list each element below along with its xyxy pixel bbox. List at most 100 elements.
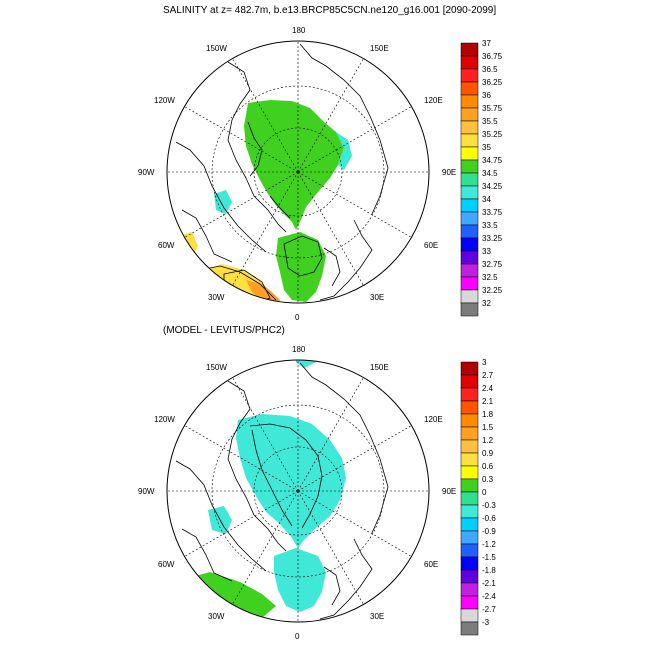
top-colorbar-swatch-19	[460, 289, 479, 304]
bottom-lon-180: 180	[292, 345, 306, 354]
bottom-lon-150w: 150W	[206, 363, 227, 372]
bottom-colorbar-swatch-2	[460, 387, 479, 402]
bottom-colorbar-swatch-17	[460, 582, 479, 597]
top-colorbar-swatch-7	[460, 133, 479, 148]
top-colorbar-swatch-0	[460, 42, 479, 57]
bottom-colorbar-swatch-1	[460, 374, 479, 389]
bottom-colorbar-label-8: 0.6	[482, 462, 494, 471]
top-nordic-sea-fill	[276, 232, 326, 302]
bottom-colorbar-swatch-9	[460, 478, 479, 493]
top-lon-120e: 120E	[424, 96, 443, 105]
top-colorbar-swatch-12	[460, 198, 479, 213]
bottom-colorbar-label-15: -1.5	[482, 553, 496, 562]
top-lon-30w: 30W	[208, 293, 225, 302]
top-colorbar-label-14: 33.5	[482, 221, 498, 230]
bottom-colorbar-label-13: -0.9	[482, 527, 496, 536]
top-colorbar-label-9: 34.75	[482, 156, 503, 165]
top-colorbar-swatch-13	[460, 211, 479, 226]
bottom-colorbar-label-11: -0.3	[482, 501, 496, 510]
bottom-colorbar-label-12: -0.6	[482, 514, 496, 523]
bottom-colorbar-swatch-11	[460, 504, 479, 519]
top-colorbar-label-17: 32.75	[482, 260, 503, 269]
bottom-colorbar-swatch-0	[460, 361, 479, 376]
top-colorbar-swatch-9	[460, 159, 479, 174]
bottom-colorbar-swatch-4	[460, 413, 479, 428]
top-colorbar-swatch-1	[460, 55, 479, 70]
top-colorbar-swatch-15	[460, 237, 479, 252]
bottom-polar-map	[166, 359, 430, 623]
top-east-edge-cyan	[336, 132, 352, 170]
top-colorbar-swatch-3	[460, 81, 479, 96]
top-colorbar-swatch-11	[460, 185, 479, 200]
bottom-colorbar-swatch-15	[460, 556, 479, 571]
top-colorbar-label-15: 33.25	[482, 234, 503, 243]
bottom-colorbar-swatch-6	[460, 439, 479, 454]
top-colorbar-swatch-20	[460, 302, 479, 317]
bottom-colorbar-swatch-16	[460, 569, 479, 584]
top-lon-150e: 150E	[370, 44, 389, 53]
bottom-nordic-sea-fill	[274, 548, 326, 612]
bottom-colorbar-label-9: 0.3	[482, 475, 494, 484]
top-colorbar-label-8: 35	[482, 143, 491, 152]
bottom-colorbar-label-1: 2.7	[482, 371, 494, 380]
bottom-colorbar-label-16: -1.8	[482, 566, 496, 575]
top-lon-30e: 30E	[370, 293, 384, 302]
top-colorbar-label-7: 35.25	[482, 130, 503, 139]
top-colorbar-swatch-6	[460, 120, 479, 135]
bottom-lon-90e: 90E	[442, 487, 456, 496]
bottom-arctic-basin-fill	[236, 414, 346, 548]
top-lon-0: 0	[295, 313, 300, 322]
top-baffin-cyan-patch	[214, 190, 232, 214]
top-lon-180: 180	[292, 26, 306, 35]
top-colorbar-swatch-16	[460, 250, 479, 265]
top-colorbar-swatch-8	[460, 146, 479, 161]
top-colorbar-label-4: 36	[482, 91, 491, 100]
top-west-yellow-patch	[178, 232, 198, 258]
top-colorbar-label-13: 33.75	[482, 208, 503, 217]
bottom-colorbar-label-20: -3	[482, 618, 490, 627]
bottom-colorbar-label-6: 1.2	[482, 436, 494, 445]
top-colorbar-swatch-4	[460, 94, 479, 109]
bottom-colorbar-label-18: -2.4	[482, 592, 496, 601]
bottom-longitude-labels: 180 150E 120E 90E 60E 30E 0 30W 60W 90W …	[138, 345, 456, 641]
bottom-lon-60e: 60E	[424, 560, 438, 569]
bottom-colorbar-swatch-8	[460, 465, 479, 480]
top-colorbar-swatch-2	[460, 68, 479, 83]
bottom-colorbar-swatch-7	[460, 452, 479, 467]
bottom-colorbar-label-7: 0.9	[482, 449, 494, 458]
top-colorbar-swatch-14	[460, 224, 479, 239]
top-colorbar-label-6: 35.5	[482, 117, 498, 126]
bottom-lon-30e: 30E	[370, 612, 384, 621]
bottom-colorbar-label-19: -2.7	[482, 605, 496, 614]
top-longitude-labels: 180 150E 120E 90E 60E 30E 0 30W 60W 90W …	[138, 26, 456, 322]
bottom-lon-90w: 90W	[138, 487, 155, 496]
top-colorbar-label-3: 36.25	[482, 78, 503, 87]
top-colorbar-swatch-10	[460, 172, 479, 187]
bottom-colorbar: 3 2.7 2.4 2.1 1.8 1.5 1.2 0.9 0.6 0.3 0 -0.3 -0.6 -0.…	[460, 358, 496, 636]
bottom-colorbar-swatch-5	[460, 426, 479, 441]
top-map-title: SALINITY at z= 482.7m, b.e13.BRCP85C5CN.…	[163, 5, 497, 16]
top-colorbar-label-10: 34.5	[482, 169, 498, 178]
top-colorbar-label-1: 36.75	[482, 52, 503, 61]
bottom-colorbar-label-4: 1.8	[482, 410, 494, 419]
bottom-lon-0: 0	[295, 632, 300, 641]
bottom-colorbar-swatch-14	[460, 543, 479, 558]
bottom-colorbar-label-17: -2.1	[482, 579, 496, 588]
top-lon-150w: 150W	[206, 44, 227, 53]
top-colorbar-label-0: 37	[482, 39, 491, 48]
top-polar-map	[166, 40, 430, 304]
top-colorbar-swatch-18	[460, 276, 479, 291]
top-colorbar-label-16: 33	[482, 247, 491, 256]
top-colorbar-label-2: 36.5	[482, 65, 498, 74]
top-lon-120w: 120W	[154, 96, 175, 105]
bottom-colorbar-swatch-20	[460, 621, 479, 636]
top-colorbar-label-20: 32	[482, 299, 491, 308]
bottom-colorbar-swatch-19	[460, 608, 479, 623]
bottom-lon-30w: 30W	[208, 612, 225, 621]
bottom-colorbar-label-2: 2.4	[482, 384, 494, 393]
top-colorbar-label-18: 32.5	[482, 273, 498, 282]
bottom-colorbar-swatch-3	[460, 400, 479, 415]
bottom-colorbar-swatch-12	[460, 517, 479, 532]
bottom-colorbar-label-10: 0	[482, 488, 487, 497]
